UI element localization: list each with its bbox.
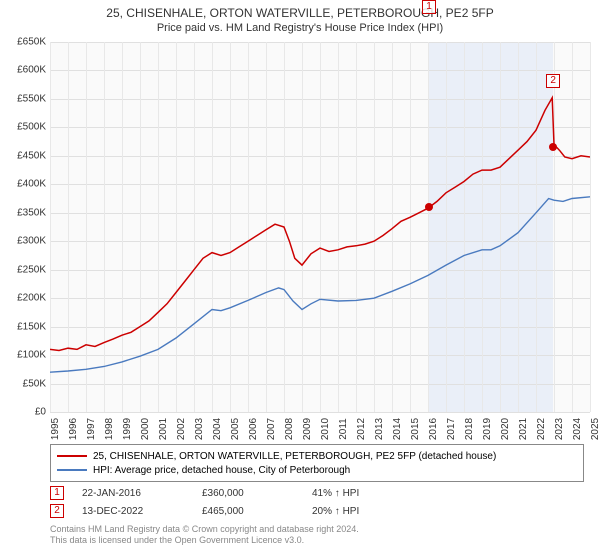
x-axis-label: 2020 — [500, 418, 511, 440]
y-axis-label: £500K — [2, 122, 46, 133]
events-table: 1 22-JAN-2016£360,00041% ↑ HPI 2 13-DEC-202… — [50, 484, 422, 520]
x-axis-label: 1997 — [86, 418, 97, 440]
y-axis-label: £600K — [2, 65, 46, 76]
event-delta: 41% ↑ HPI — [312, 488, 422, 499]
x-axis-label: 2019 — [482, 418, 493, 440]
legend: 25, CHISENHALE, ORTON WATERVILLE, PETERB… — [50, 444, 584, 482]
event-row: 1 22-JAN-2016£360,00041% ↑ HPI — [50, 484, 422, 502]
y-axis-label: £650K — [2, 37, 46, 48]
y-axis-label: £0 — [2, 407, 46, 418]
y-axis-label: £50K — [2, 378, 46, 389]
chart-title-1: 25, CHISENHALE, ORTON WATERVILLE, PETERB… — [0, 0, 600, 20]
y-axis-label: £550K — [2, 93, 46, 104]
legend-swatch — [57, 469, 87, 471]
event-date: 13-DEC-2022 — [82, 506, 202, 517]
legend-row: 25, CHISENHALE, ORTON WATERVILLE, PETERB… — [57, 449, 577, 463]
x-axis-label: 2015 — [410, 418, 421, 440]
x-axis-label: 2006 — [248, 418, 259, 440]
y-axis-label: £300K — [2, 236, 46, 247]
chart-title-2: Price paid vs. HM Land Registry's House … — [0, 20, 600, 38]
x-axis-label: 1999 — [122, 418, 133, 440]
x-axis-label: 2016 — [428, 418, 439, 440]
event-date: 22-JAN-2016 — [82, 488, 202, 499]
x-axis-label: 2003 — [194, 418, 205, 440]
x-axis-label: 2023 — [554, 418, 565, 440]
x-axis-label: 2004 — [212, 418, 223, 440]
x-axis-label: 2002 — [176, 418, 187, 440]
x-axis-label: 2009 — [302, 418, 313, 440]
x-axis-label: 2000 — [140, 418, 151, 440]
legend-label: 25, CHISENHALE, ORTON WATERVILLE, PETERB… — [93, 451, 496, 462]
x-axis-label: 2011 — [338, 418, 349, 440]
x-axis-label: 1998 — [104, 418, 115, 440]
event-price: £360,000 — [202, 488, 312, 499]
x-axis-label: 2021 — [518, 418, 529, 440]
series-line — [50, 197, 590, 372]
x-axis-label: 2022 — [536, 418, 547, 440]
x-axis-label: 1996 — [68, 418, 79, 440]
x-axis-label: 2014 — [392, 418, 403, 440]
legend-label: HPI: Average price, detached house, City… — [93, 465, 350, 476]
y-axis-label: £250K — [2, 264, 46, 275]
y-axis-label: £100K — [2, 350, 46, 361]
credits-line1: Contains HM Land Registry data © Crown c… — [50, 524, 359, 535]
credits-line2: This data is licensed under the Open Gov… — [50, 535, 359, 546]
y-axis-label: £350K — [2, 207, 46, 218]
credits: Contains HM Land Registry data © Crown c… — [50, 524, 359, 547]
y-axis-label: £400K — [2, 179, 46, 190]
x-axis-label: 2001 — [158, 418, 169, 440]
event-marker: 2 — [546, 74, 560, 88]
legend-row: HPI: Average price, detached house, City… — [57, 463, 577, 477]
event-dot — [425, 203, 433, 211]
series-svg — [50, 42, 590, 412]
plot-area: £0£50K£100K£150K£200K£250K£300K£350K£400… — [50, 42, 590, 412]
x-axis-label: 2008 — [284, 418, 295, 440]
y-axis-label: £200K — [2, 293, 46, 304]
event-dot — [549, 143, 557, 151]
x-axis-label: 2017 — [446, 418, 457, 440]
y-axis-label: £150K — [2, 321, 46, 332]
legend-swatch — [57, 455, 87, 457]
x-axis-label: 2007 — [266, 418, 277, 440]
x-axis-label: 2010 — [320, 418, 331, 440]
event-delta: 20% ↑ HPI — [312, 506, 422, 517]
y-axis-label: £450K — [2, 150, 46, 161]
x-axis-label: 2024 — [572, 418, 583, 440]
x-axis-label: 1995 — [50, 418, 61, 440]
x-axis-label: 2013 — [374, 418, 385, 440]
x-axis-label: 2012 — [356, 418, 367, 440]
event-index: 1 — [50, 486, 64, 500]
series-line — [50, 98, 590, 351]
event-index: 2 — [50, 504, 64, 518]
x-axis-label: 2025 — [590, 418, 600, 440]
x-axis-label: 2005 — [230, 418, 241, 440]
event-price: £465,000 — [202, 506, 312, 517]
event-marker: 1 — [422, 0, 436, 14]
event-row: 2 13-DEC-2022£465,00020% ↑ HPI — [50, 502, 422, 520]
x-axis-label: 2018 — [464, 418, 475, 440]
